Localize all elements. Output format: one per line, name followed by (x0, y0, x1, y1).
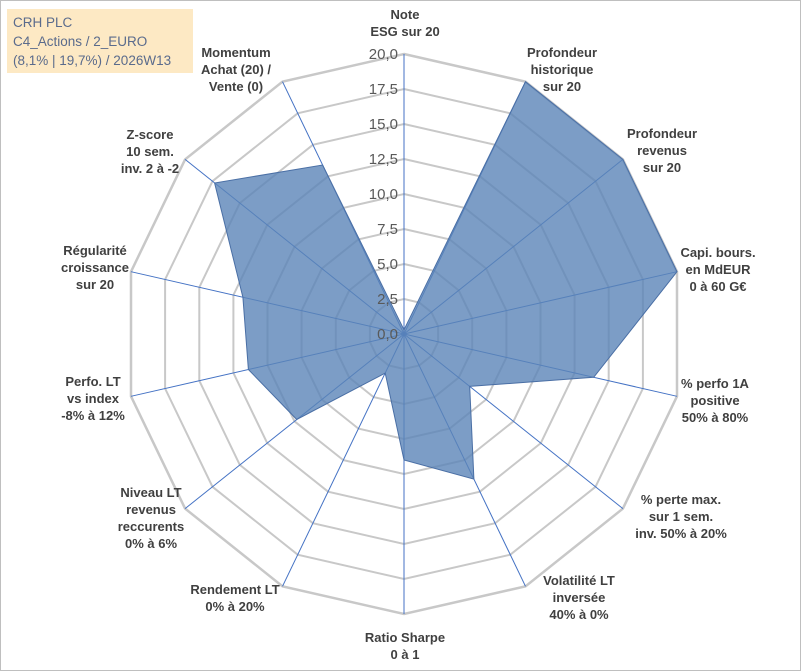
axis-label-13-line-2: Vente (0) (209, 79, 263, 94)
axis-label-10: Perfo. LT vs index -8% à 12% (61, 374, 125, 423)
axis-label-11-line-0: Régularité (63, 243, 127, 258)
axis-label-10-line-2: -8% à 12% (61, 408, 125, 423)
data-point-10 (247, 368, 250, 371)
axis-label-9-line-2: reccurents (118, 519, 184, 534)
tick-label-8: 20,0 (369, 46, 398, 63)
axis-label-2: Profondeur revenus sur 20 (627, 126, 697, 175)
data-point-1 (524, 80, 527, 83)
axis-label-7-line-0: Ratio Sharpe (365, 630, 445, 645)
axis-label-3-line-1: en MdEUR (686, 262, 752, 277)
axis-label-5-line-2: inv. 50% à 20% (635, 526, 727, 541)
axis-label-9-line-1: revenus (126, 502, 176, 517)
axis-label-3: Capi. bours. en MdEUR 0 à 60 G€ (680, 245, 755, 294)
axis-label-2-line-2: sur 20 (643, 160, 681, 175)
axis-label-8-line-1: 0% à 20% (205, 599, 265, 614)
tick-label-3: 7,5 (377, 221, 398, 238)
tick-label-1: 2,5 (377, 291, 398, 308)
axis-label-4: % perfo 1A positive 50% à 80% (681, 376, 750, 425)
tick-label-6: 15,0 (369, 116, 398, 133)
chart-title-box: CRH PLC C4_Actions / 2_EURO (8,1% | 19,7… (7, 9, 193, 73)
data-point-13 (321, 164, 324, 167)
axis-label-4-line-0: % perfo 1A (681, 376, 750, 391)
tick-label-5: 12,5 (369, 151, 398, 168)
axis-label-13-line-0: Momentum (201, 45, 270, 60)
axis-label-1-line-2: sur 20 (543, 79, 581, 94)
data-point-5 (468, 385, 471, 388)
data-point-0 (403, 328, 406, 331)
axis-label-7: Ratio Sharpe 0 à 1 (365, 630, 445, 662)
axis-label-1-line-1: historique (531, 62, 594, 77)
axis-label-11: Régularité croissance sur 20 (61, 243, 129, 292)
axis-label-9: Niveau LT revenus reccurents 0% à 6% (118, 485, 184, 551)
axis-label-6: Volatilité LT inversée 40% à 0% (543, 573, 615, 622)
axis-label-1: Profondeur historique sur 20 (527, 45, 597, 94)
axis-label-3-line-2: 0 à 60 G€ (689, 279, 746, 294)
axis-label-13: Momentum Achat (20) / Vente (0) (201, 45, 271, 94)
axis-label-2-line-0: Profondeur (627, 126, 697, 141)
axis-label-0: Note ESG sur 20 (370, 7, 439, 39)
tick-label-2: 5,0 (377, 256, 398, 273)
data-point-8 (384, 372, 387, 375)
axis-label-11-line-1: croissance (61, 260, 129, 275)
data-point-4 (592, 376, 595, 379)
axis-label-4-line-1: positive (690, 393, 739, 408)
axis-label-4-line-2: 50% à 80% (682, 410, 749, 425)
data-point-11 (241, 296, 244, 299)
axis-label-12-line-0: Z-score (127, 127, 174, 142)
axis-label-13-line-1: Achat (20) / (201, 62, 271, 77)
axis-label-6-line-1: inversée (553, 590, 606, 605)
data-point-7 (403, 459, 406, 462)
axis-label-6-line-2: 40% à 0% (549, 607, 609, 622)
title-company: CRH PLC (13, 15, 73, 30)
axis-label-12-line-1: 10 sem. (126, 144, 174, 159)
title-category: C4_Actions / 2_EURO (13, 34, 148, 49)
title-stats: (8,1% | 19,7%) / 2026W13 (13, 53, 172, 68)
tick-label-0: 0,0 (377, 326, 398, 343)
tick-label-7: 17,5 (369, 81, 398, 98)
axis-label-6-line-0: Volatilité LT (543, 573, 615, 588)
axis-label-10-line-1: vs index (67, 391, 120, 406)
axis-label-2-line-1: revenus (637, 143, 687, 158)
data-point-3 (676, 270, 679, 273)
axis-label-12-line-2: inv. 2 à -2 (121, 161, 179, 176)
axis-label-5-line-0: % perte max. (641, 492, 721, 507)
axis-label-8-line-0: Rendement LT (190, 582, 279, 597)
axis-label-5-line-1: sur 1 sem. (649, 509, 713, 524)
data-point-12 (213, 182, 216, 185)
data-point-9 (295, 418, 298, 421)
axis-label-11-line-2: sur 20 (76, 277, 114, 292)
tick-label-4: 10,0 (369, 186, 398, 203)
axis-label-3-line-0: Capi. bours. (680, 245, 755, 260)
axis-label-5: % perte max. sur 1 sem. inv. 50% à 20% (635, 492, 727, 541)
axis-label-1-line-0: Profondeur (527, 45, 597, 60)
axis-label-7-line-1: 0 à 1 (391, 647, 420, 662)
axis-label-0-line-1: ESG sur 20 (370, 24, 439, 39)
data-point-2 (621, 158, 624, 161)
spoke-8 (282, 333, 405, 587)
axis-label-9-line-3: 0% à 6% (125, 536, 177, 551)
axis-label-10-line-0: Perfo. LT (65, 374, 120, 389)
data-series-area (213, 80, 678, 480)
axis-label-0-line-0: Note (391, 7, 420, 22)
data-point-6 (472, 478, 475, 481)
axis-label-12: Z-score 10 sem. inv. 2 à -2 (121, 127, 179, 176)
axis-label-9-line-0: Niveau LT (120, 485, 181, 500)
axis-label-8: Rendement LT 0% à 20% (190, 582, 279, 614)
